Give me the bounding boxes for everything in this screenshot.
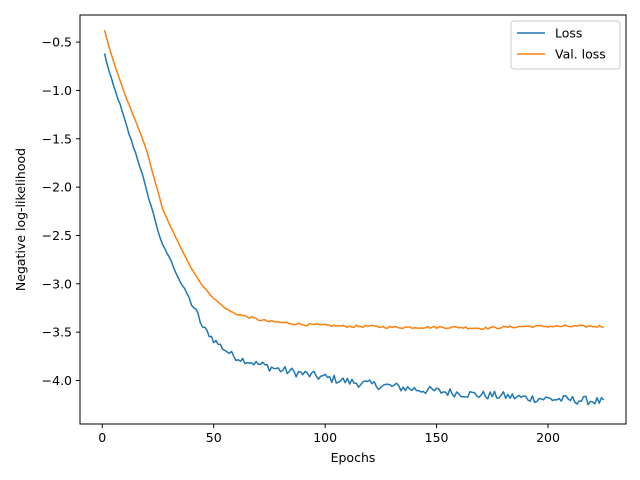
legend-label: Loss: [555, 26, 582, 41]
y-tick-label: −3.0: [42, 276, 72, 291]
y-tick-label: −2.0: [42, 180, 72, 195]
legend: Loss Val. loss: [510, 20, 621, 70]
x-axis-label: Epochs: [331, 450, 376, 465]
x-tick-label: 0: [98, 430, 106, 445]
y-tick-label: −1.5: [42, 131, 72, 146]
y-tick-label: −0.5: [42, 35, 72, 50]
series-line-val-loss: [103, 29, 604, 331]
plot-area: [103, 29, 605, 406]
axes-frame: [79, 14, 627, 425]
y-axis-label: Negative log-likelihood: [13, 148, 28, 291]
y-tick-label: −2.5: [42, 228, 72, 243]
y-tick-label: −1.0: [42, 83, 72, 98]
y-tick-label: −4.0: [42, 373, 72, 388]
x-tick-label: 200: [536, 430, 560, 445]
y-tick-label: −3.5: [42, 325, 72, 340]
series-line-loss: [103, 53, 605, 406]
legend-label: Val. loss: [555, 47, 606, 62]
x-tick-label: 50: [206, 430, 222, 445]
x-tick-label: 100: [313, 430, 337, 445]
ticks-layer: 0 50 100 150 200 −0.5 −1.0 −1.5 −2.0 −2.5 −3.0 −3.5…: [42, 35, 560, 445]
x-tick-label: 150: [425, 430, 449, 445]
